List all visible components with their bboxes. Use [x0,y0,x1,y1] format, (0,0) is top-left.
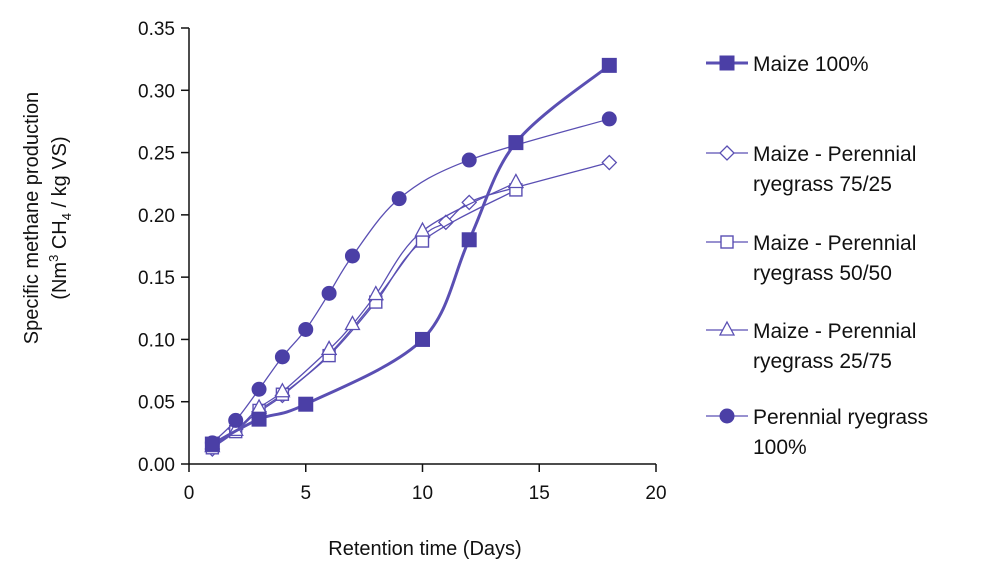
legend-swatch-marker [718,320,736,336]
x-tick-label: 0 [184,483,195,504]
y-tick-label: 0.30 [138,81,175,102]
y-tick-label: 0.20 [138,206,175,227]
series-1-line [211,64,611,446]
series-1-point [415,331,430,347]
series-5-point [321,285,337,301]
legend-label: Maize 100% [753,53,869,76]
y-tick-label: 0.00 [138,455,175,476]
legend-label: Maize - Perennial [753,320,916,343]
legend-entry-2: Maize - Perennial ryegrass 75/25 [706,143,916,196]
series-4 [204,173,524,453]
series-1-point [601,57,617,73]
series-2 [204,154,618,457]
unit-sub: 4 [59,213,74,220]
y-axis-title: Specific methane production [21,92,43,344]
legend-entry-1: Maize 100% [706,53,869,76]
series-4-point [344,315,361,331]
series-2-point [601,154,618,171]
series-1-point [461,232,477,248]
y-tick-label: 0.10 [138,330,175,351]
legend-label: Perennial ryegrass [753,406,928,429]
y-axis-title-units: (Nm3 CH4 / kg VS) [46,136,74,299]
x-tick-label: 20 [645,483,666,504]
x-tick-label: 10 [412,483,433,504]
series-4-point [321,340,338,356]
series-1-point [298,396,314,412]
series-5-point [251,381,267,397]
x-tick-label: 15 [529,483,550,504]
series-5-point [228,412,244,428]
series-4-point [367,285,384,301]
series-4-point [414,221,431,237]
series-layer [204,57,618,457]
legend-swatch-marker [719,55,735,71]
y-axis-title-line-1: Specific methane production [21,92,43,344]
series-2-line [211,161,610,450]
series-5-point [274,349,290,365]
legend-label: ryegrass 25/75 [753,350,892,373]
unit-sup: 3 [46,255,61,262]
legend-label: ryegrass 75/25 [753,173,892,196]
legend-swatch-marker [719,408,735,424]
series-5-point [461,152,477,168]
series-5-point [298,321,314,337]
legend: Maize 100% Maize - Perennial ryegrass 75/2… [706,53,928,459]
y-axis-title-line-2: (Nm3 CH4 / kg VS) [46,136,74,299]
legend-entry-5: Perennial ryegrass 100% [706,406,928,459]
legend-entry-3: Maize - Perennial ryegrass 50/50 [706,232,916,285]
y-tick-label: 0.15 [138,268,175,289]
series-1 [204,57,617,452]
series-3-point [415,234,430,248]
series-5 [204,111,617,451]
unit-open: (Nm [49,262,71,300]
legend-label: Maize - Perennial [753,143,916,166]
series-1-point [508,135,524,151]
legend-label: 100% [753,436,807,459]
series-5-point [391,191,407,207]
y-tick-label: 0.05 [138,393,175,414]
y-tick-label: 0.25 [138,144,175,165]
x-axis-title: Retention time (Days) [328,538,521,560]
y-tick-label: 0.35 [138,19,175,40]
x-tick-label: 5 [300,483,311,504]
series-4-point [507,173,524,189]
legend-entry-4: Maize - Perennial ryegrass 25/75 [706,320,916,373]
series-4-point [274,382,291,398]
series-5-line [211,118,610,444]
series-1-point [204,436,220,452]
legend-swatch-marker [720,235,734,249]
legend-label: ryegrass 50/50 [753,262,892,285]
axes: 0.00 0.05 0.10 0.15 0.20 0.25 0.30 0.35 0 5 10 15 20 [138,19,667,504]
legend-label: Maize - Perennial [753,232,916,255]
series-5-point [344,248,360,264]
legend-swatch-marker [719,145,735,161]
series-2-point [437,214,454,231]
series-1-point [251,411,267,427]
unit-close: / kg VS) [49,136,71,213]
series-5-point [601,111,617,127]
unit-mid: CH [49,220,71,254]
